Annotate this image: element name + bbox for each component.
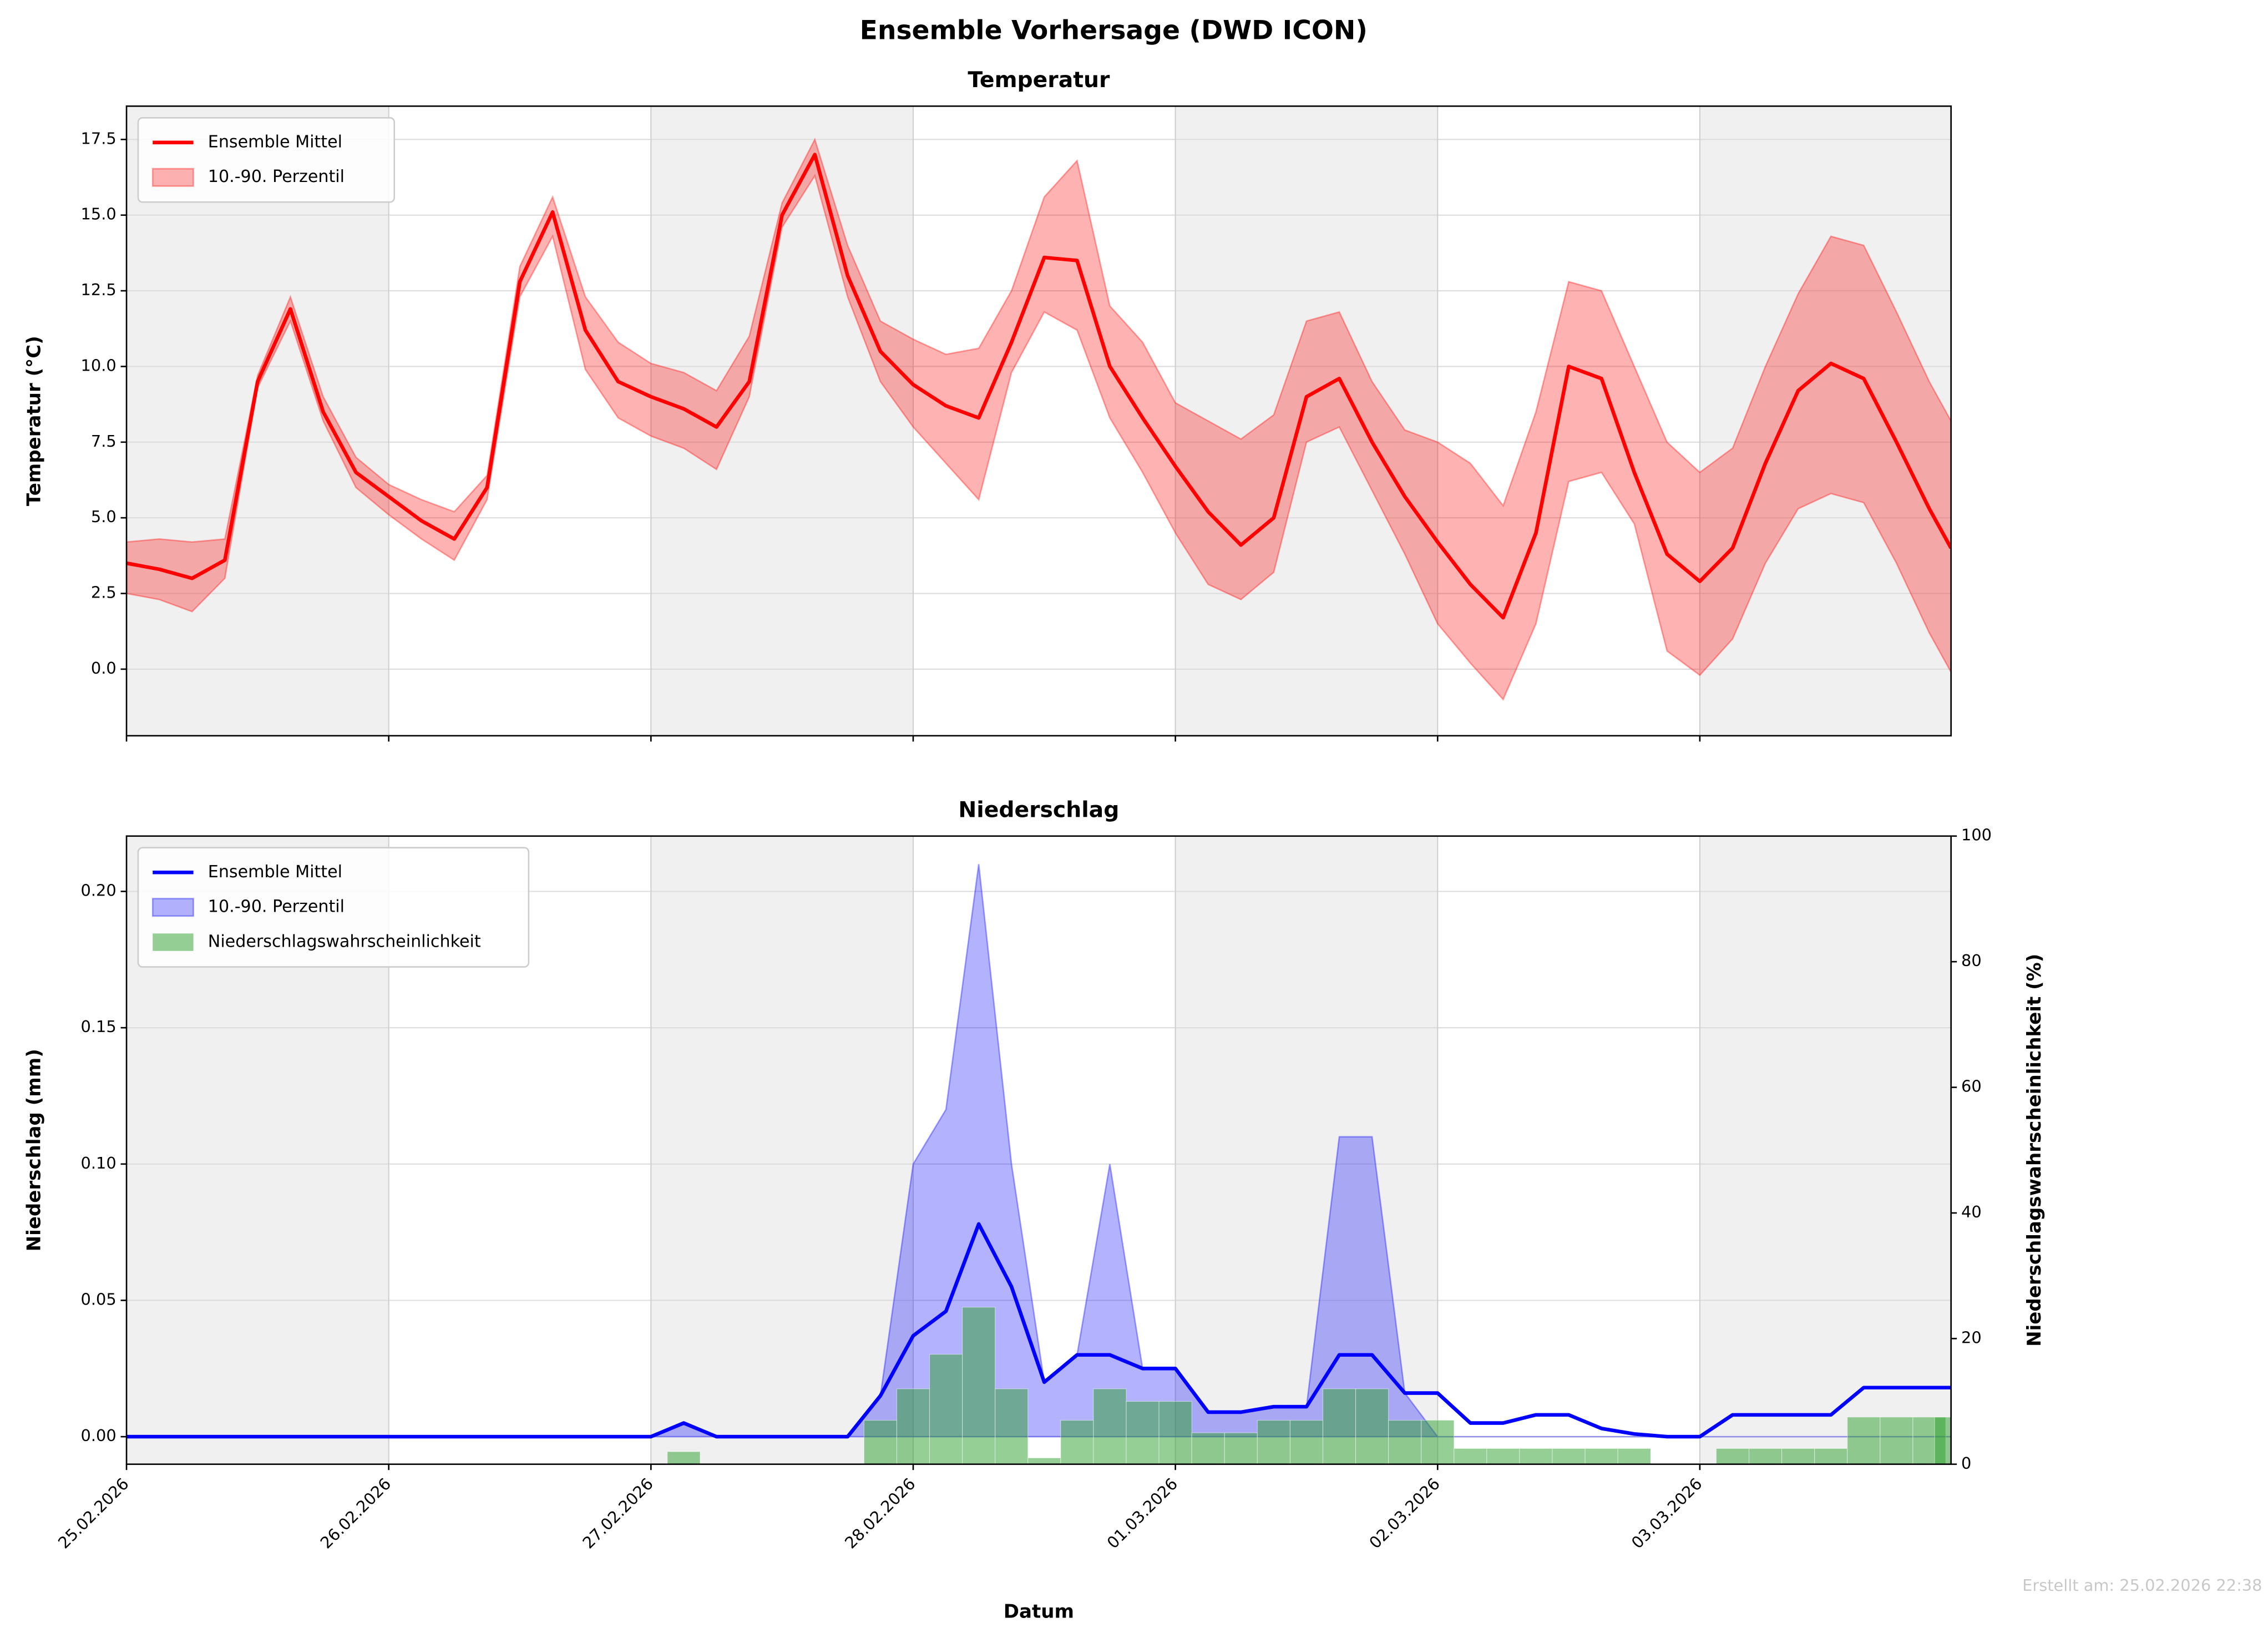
probability-bar [1224, 1432, 1258, 1464]
y-tick-label: 12.5 [81, 280, 117, 299]
probability-bar [1519, 1448, 1553, 1464]
y-tick-label: 0.15 [81, 1017, 117, 1036]
probability-bar [1847, 1417, 1881, 1464]
figure-title: Ensemble Vorhersage (DWD ICON) [860, 16, 1368, 46]
y-tick-label: 0.20 [81, 881, 117, 899]
probability-bar [1388, 1420, 1422, 1464]
y2-axis-label: Niederschlagswahrscheinlichkeit (%) [2023, 954, 2046, 1347]
day-shading [126, 106, 389, 736]
probability-bar [1748, 1448, 1783, 1464]
day-shading [1175, 106, 1438, 736]
day-shading [651, 836, 913, 1464]
probability-bar [1257, 1420, 1290, 1464]
subplot-title: Niederschlag [958, 798, 1119, 823]
probability-bar [1617, 1448, 1651, 1464]
probability-bar [962, 1307, 996, 1464]
y-tick-label: 15.0 [81, 205, 117, 224]
axes-frame [125, 105, 1952, 737]
probability-bar [1027, 1457, 1061, 1464]
y-tick-label: 5.0 [91, 507, 117, 526]
probability-bar [1289, 1420, 1323, 1464]
plot-area [126, 106, 1951, 736]
probability-bar [667, 1451, 701, 1464]
probability-bar [1934, 1417, 1951, 1464]
probability-bar [1486, 1448, 1520, 1464]
legend-label: Ensemble Mittel [208, 862, 342, 882]
axes-frame [125, 835, 1952, 1465]
legend-label: Ensemble Mittel [208, 132, 342, 151]
probability-bar [1715, 1448, 1750, 1464]
y-tick-label: 0.0 [91, 659, 117, 678]
probability-bar [929, 1354, 963, 1464]
probability-bar [1093, 1388, 1127, 1464]
legend-swatch [153, 933, 194, 951]
y-tick-label: 7.5 [91, 432, 117, 451]
y2-tick-label: 100 [1961, 826, 1992, 845]
probability-bar [1781, 1448, 1815, 1464]
probability-bar [1126, 1401, 1160, 1464]
mean-line [126, 153, 1951, 620]
legend-swatch [151, 898, 194, 917]
y-tick-label: 10.0 [81, 356, 117, 375]
day-shading [651, 106, 913, 736]
legend-label: 10.-90. Perzentil [208, 897, 345, 917]
y2-tick-label: 40 [1961, 1202, 1982, 1221]
mean-line [126, 1222, 1951, 1439]
legend-swatch [151, 168, 194, 187]
probability-bar [1322, 1388, 1356, 1464]
y2-tick-label: 20 [1961, 1328, 1982, 1347]
y-axis-label: Temperatur (°C) [23, 336, 45, 506]
probability-bar [1060, 1420, 1094, 1464]
probability-bar [1454, 1448, 1487, 1464]
probability-bar [1158, 1401, 1192, 1464]
probability-bar [1355, 1388, 1389, 1464]
y-tick-label: 17.5 [81, 129, 117, 148]
y-tick-label: 0.10 [81, 1154, 117, 1172]
y2-tick-label: 0 [1961, 1454, 1971, 1473]
x-axis-label: Datum [1004, 1601, 1074, 1623]
y-tick-label: 0.05 [81, 1290, 117, 1308]
y-axis-label: Niederschlag (mm) [23, 1049, 45, 1251]
footer: Erstellt am: 25.02.2026 22:38 [2022, 1576, 2262, 1595]
legend-label: 10.-90. Perzentil [208, 167, 345, 186]
day-shading [1699, 836, 1951, 1464]
probability-bar [863, 1420, 897, 1464]
probability-bar [1814, 1448, 1848, 1464]
probability-bar [1584, 1448, 1618, 1464]
probability-bar [1880, 1417, 1913, 1464]
y-tick-label: 2.5 [91, 583, 117, 602]
probability-bar [1552, 1448, 1586, 1464]
probability-bar [1421, 1420, 1455, 1464]
probability-bar [1191, 1432, 1225, 1464]
y-tick-label: 0.00 [81, 1426, 117, 1445]
day-shading [1175, 836, 1438, 1464]
y2-tick-label: 60 [1961, 1077, 1982, 1096]
y2-tick-label: 80 [1961, 951, 1982, 970]
day-shading [1699, 106, 1951, 736]
probability-bar [896, 1388, 930, 1464]
legend-box [137, 847, 530, 968]
subplot-title: Temperatur [968, 68, 1110, 93]
legend-label: Niederschlagswahrscheinlichkeit [208, 932, 481, 952]
probability-bar [995, 1388, 1029, 1464]
percentile-band [126, 137, 1951, 701]
legend-box [137, 117, 396, 203]
